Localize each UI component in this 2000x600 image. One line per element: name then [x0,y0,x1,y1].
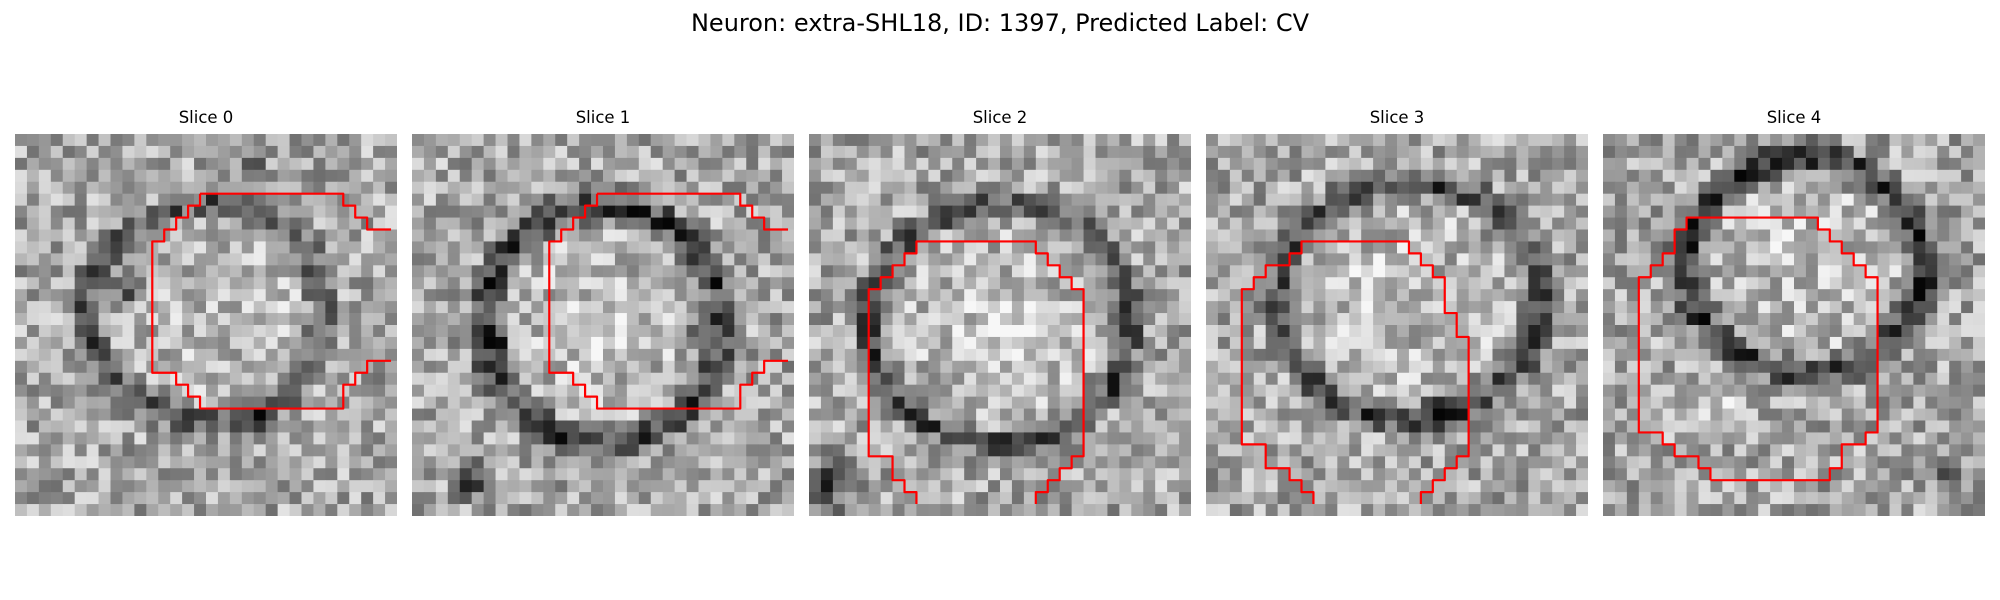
slice-image-1 [412,134,794,516]
slice-title-1: Slice 1 [575,108,631,127]
segmentation-outline-lower [548,193,789,410]
segmentation-outline-lower [151,193,392,410]
slice-image-3 [1206,134,1588,516]
segmentation-outline [597,192,789,231]
pixel-grid [1603,134,1985,516]
slice-image-4 [1603,134,1985,516]
pixel-grid [15,134,397,516]
segmentation-outline [200,192,392,231]
pixel-grid [412,134,794,516]
slice-title-0: Slice 0 [178,108,234,127]
slice-panel-1: Slice 1 [412,108,794,516]
slice-title-3: Slice 3 [1369,108,1425,127]
pixel-grid [809,134,1191,516]
slice-title-2: Slice 2 [972,108,1028,127]
slice-panel-2: Slice 2 [809,108,1191,516]
slice-image-2 [809,134,1191,516]
segmentation-outline [867,240,1085,505]
segmentation-outline [1637,216,1879,482]
slice-panel-3: Slice 3 [1206,108,1588,516]
slice-panel-4: Slice 4 [1603,108,1985,516]
pixel-grid [1206,134,1588,516]
slice-panel-0: Slice 0 [15,108,397,516]
figure-title: Neuron: extra-SHL18, ID: 1397, Predicted… [690,9,1310,37]
slice-title-4: Slice 4 [1766,108,1822,127]
slice-image-0 [15,134,397,516]
segmentation-outline [1240,240,1470,505]
